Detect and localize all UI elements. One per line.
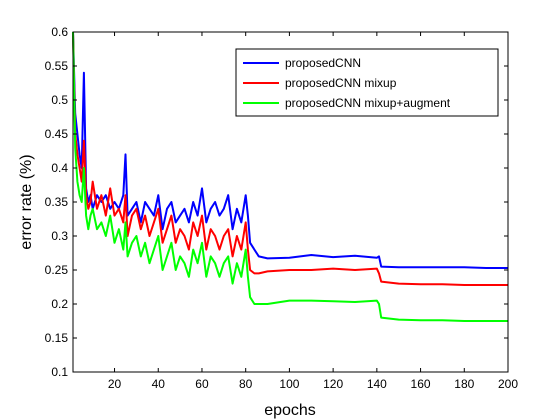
x-tick-label: 60 — [195, 377, 209, 391]
x-tick-label: 80 — [239, 377, 253, 391]
legend-label-1: proposedCNN — [285, 56, 361, 70]
series-line-3 — [72, 31, 508, 322]
x-tick-label: 20 — [108, 377, 122, 391]
y-tick-label: 0.4 — [51, 161, 68, 175]
y-tick-label: 0.2 — [51, 297, 68, 311]
x-tick-label: 200 — [498, 377, 518, 391]
y-tick-label: 0.35 — [45, 195, 69, 209]
y-tick-label: 0.5 — [51, 93, 68, 107]
y-tick-label: 0.3 — [51, 229, 68, 243]
series-line-2 — [72, 31, 508, 286]
x-axis-label: epochs — [264, 402, 316, 419]
series-line-1 — [72, 31, 508, 269]
y-axis-label: error rate (%) — [18, 154, 35, 249]
y-tick-label: 0.1 — [51, 365, 68, 379]
legend-label-2: proposedCNN mixup — [285, 76, 397, 90]
y-tick-label: 0.55 — [45, 59, 69, 73]
y-tick-label: 0.25 — [45, 263, 69, 277]
x-tick-label: 180 — [454, 377, 474, 391]
x-tick-label: 140 — [367, 377, 387, 391]
x-tick-label: 160 — [411, 377, 431, 391]
x-tick-label: 40 — [152, 377, 166, 391]
tick-layer: 20 40 60 80 100 120 140 160 180 200 0.1 0.15 0.2 0.25… — [45, 25, 519, 391]
x-tick-label: 120 — [323, 377, 343, 391]
legend: proposedCNN proposedCNN mixup proposedCNN … — [235, 48, 499, 117]
legend-label-3: proposedCNN mixup+augment — [285, 96, 451, 110]
series-layer — [72, 31, 508, 322]
y-tick-label: 0.6 — [51, 25, 68, 39]
legend-box — [235, 48, 499, 117]
y-tick-label: 0.15 — [45, 331, 69, 345]
y-tick-label: 0.45 — [45, 127, 69, 141]
x-tick-label: 100 — [279, 377, 299, 391]
